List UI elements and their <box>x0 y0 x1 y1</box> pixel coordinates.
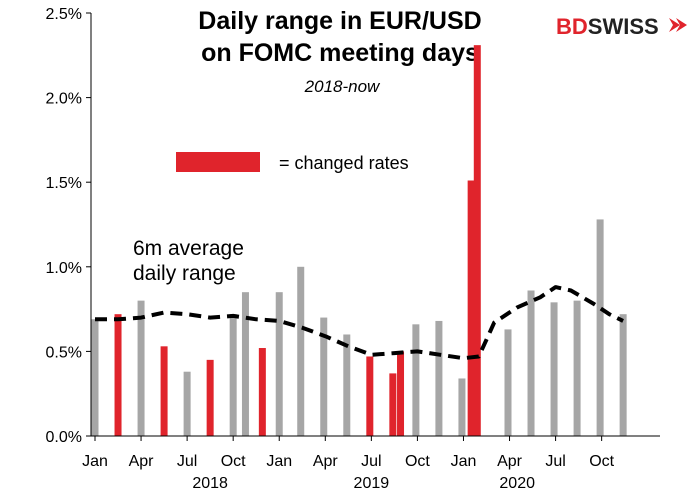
x-tick-label: Jan <box>266 453 292 470</box>
bar-daily-range <box>504 329 512 436</box>
x-axis: Jan Apr Jul Oct Jan Apr Jul Oct Jan Apr Jul Oct 2018… <box>82 436 615 492</box>
svg-text:BDSWISS: BDSWISS <box>556 14 659 39</box>
bar-daily-range <box>275 292 283 436</box>
x-tick-label: Oct <box>221 453 246 470</box>
legend-swatch <box>176 152 260 172</box>
brand-logo: BDSWISS <box>556 14 687 39</box>
x-tick-label: Oct <box>405 453 430 470</box>
brand-arrow-icon <box>669 18 680 32</box>
bar-daily-range <box>573 300 581 436</box>
chart-title-line-1: Daily range in EUR/USD <box>198 7 481 35</box>
x-year-label: 2020 <box>499 475 535 492</box>
bar-changed-rates <box>160 346 168 436</box>
bar-daily-range <box>343 334 351 436</box>
bar-series <box>91 45 627 436</box>
x-tick-label: Jul <box>177 453 197 470</box>
average-line <box>95 285 624 361</box>
y-tick-label: 1.5% <box>46 175 82 192</box>
bar-changed-rates <box>114 314 122 436</box>
y-tick-label: 2.0% <box>46 91 82 108</box>
y-tick-label: 0.0% <box>46 429 82 446</box>
brand-arrow-icon-2 <box>676 18 687 32</box>
x-tick-label: Apr <box>497 453 523 470</box>
chart-subtitle: 2018-now <box>304 77 381 96</box>
y-tick-label: 1.0% <box>46 260 82 277</box>
x-tick-label: Oct <box>589 453 614 470</box>
average-line-series <box>95 285 624 361</box>
x-tick-label: Apr <box>129 453 155 470</box>
bar-daily-range <box>320 317 328 436</box>
y-axis: 0.0% 0.5% 1.0% 1.5% 2.0% 2.5% <box>46 6 91 446</box>
bar-daily-range <box>619 314 627 436</box>
bar-daily-range <box>183 371 191 436</box>
brand-logo-part-1: BD <box>556 14 588 39</box>
bar-daily-range <box>412 324 420 436</box>
bar-daily-range <box>550 302 558 436</box>
y-tick-label: 0.5% <box>46 344 82 361</box>
legend-label: = changed rates <box>279 153 409 173</box>
bar-daily-range <box>137 300 145 436</box>
brand-logo-part-2: SWISS <box>588 14 659 39</box>
bar-changed-rates <box>389 373 397 436</box>
average-annotation-line-1: 6m average <box>133 237 244 260</box>
bar-daily-range <box>91 319 99 436</box>
bar-changed-rates <box>366 356 374 436</box>
bar-daily-range <box>527 290 535 436</box>
bar-daily-range <box>229 314 237 436</box>
axes <box>90 13 660 437</box>
bar-changed-rates <box>473 45 481 436</box>
bar-changed-rates <box>206 359 214 436</box>
x-year-label: 2019 <box>354 475 390 492</box>
x-year-label: 2018 <box>192 475 228 492</box>
y-tick-label: 2.5% <box>46 6 82 23</box>
bar-changed-rates <box>258 348 266 436</box>
x-tick-label: Jul <box>361 453 381 470</box>
bar-daily-range <box>435 320 443 436</box>
bar-daily-range <box>297 266 305 436</box>
x-tick-label: Jul <box>545 453 565 470</box>
bar-daily-range <box>241 292 249 436</box>
bar-changed-rates <box>397 351 405 436</box>
chart-title-line-2: on FOMC meeting days <box>201 39 479 67</box>
x-tick-label: Jan <box>82 453 108 470</box>
bar-changed-rates <box>467 180 475 436</box>
bar-daily-range <box>596 219 604 436</box>
x-tick-label: Apr <box>313 453 339 470</box>
average-annotation-line-2: daily range <box>133 262 236 285</box>
x-tick-label: Jan <box>451 453 477 470</box>
bar-daily-range <box>458 378 466 436</box>
